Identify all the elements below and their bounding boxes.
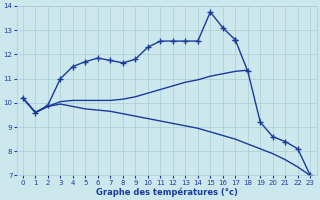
X-axis label: Graphe des températures (°c): Graphe des températures (°c) — [96, 187, 237, 197]
